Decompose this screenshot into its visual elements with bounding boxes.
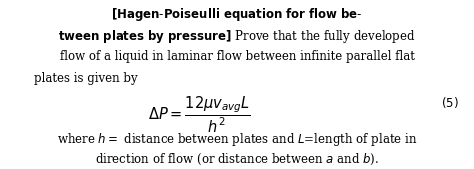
Text: where $h=$ distance between plates and $L$=length of plate in: where $h=$ distance between plates and $… <box>57 131 417 148</box>
Text: $\bf{[Hagen\text{-}Poiseulli\ equation\ for\ flow\ be\text{-}}$: $\bf{[Hagen\text{-}Poiseulli\ equation\ … <box>111 6 363 23</box>
Text: flow of a liquid in laminar flow between infinite parallel flat: flow of a liquid in laminar flow between… <box>60 50 414 63</box>
Text: $\Delta P = \dfrac{12\mu v_{avg}L}{h^2}$: $\Delta P = \dfrac{12\mu v_{avg}L}{h^2}$ <box>148 95 251 135</box>
Text: $\bf{tween\ plates\ by\ pressure]}$ Prove that the fully developed: $\bf{tween\ plates\ by\ pressure]}$ Prov… <box>58 28 416 45</box>
Text: direction of flow (or distance between $a$ and $b$).: direction of flow (or distance between $… <box>95 151 379 167</box>
Text: plates is given by: plates is given by <box>35 72 138 85</box>
Text: $(5)$: $(5)$ <box>441 95 458 110</box>
